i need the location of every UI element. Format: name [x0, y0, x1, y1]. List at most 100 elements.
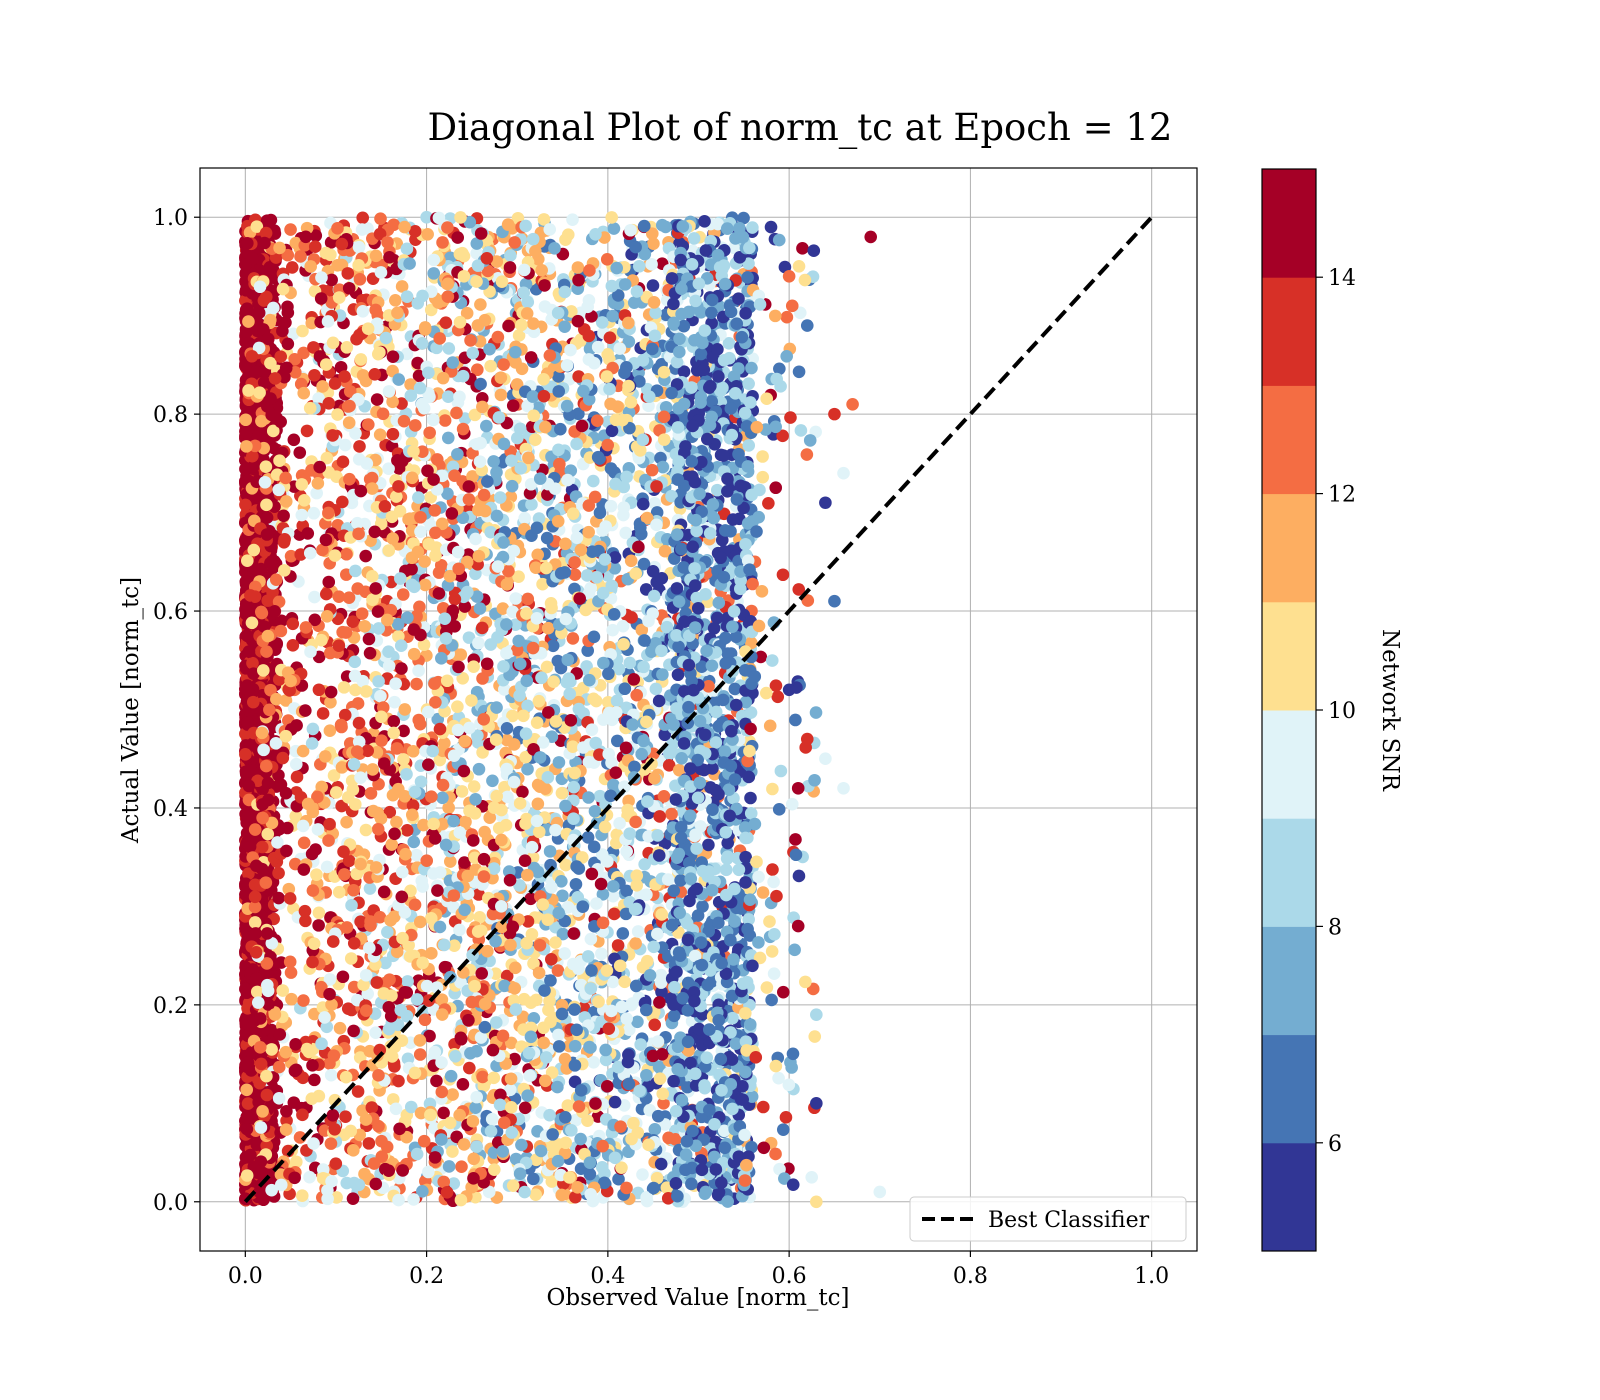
scatter-point	[425, 947, 438, 960]
scatter-point	[239, 462, 252, 476]
scatter-point	[438, 414, 452, 427]
scatter-point	[546, 639, 560, 653]
scatter-point	[471, 363, 484, 377]
scatter-point	[629, 937, 642, 950]
scatter-point	[385, 838, 399, 851]
scatter-point	[613, 342, 627, 355]
scatter-point	[248, 823, 262, 836]
scatter-point	[518, 511, 532, 525]
scatter-point	[261, 594, 275, 607]
scatter-point	[242, 645, 256, 658]
scatter-point	[498, 780, 511, 794]
scatter-point	[242, 384, 255, 397]
scatter-point	[442, 342, 456, 355]
scatter-point	[272, 891, 285, 905]
scatter-point	[382, 645, 395, 659]
scatter-point	[555, 786, 569, 800]
scatter-point	[240, 986, 254, 1000]
scatter-point	[339, 1110, 352, 1124]
scatter-point	[261, 776, 275, 790]
scatter-point	[478, 825, 491, 839]
scatter-point	[284, 223, 297, 236]
scatter-point	[524, 351, 538, 364]
scatter-point	[347, 1024, 360, 1038]
scatter-point	[241, 1111, 254, 1124]
scatter-point	[325, 998, 338, 1012]
scatter-point	[270, 692, 283, 706]
scatter-point	[398, 703, 412, 716]
scatter-point	[555, 1007, 569, 1021]
scatter-point	[436, 601, 450, 615]
scatter-point	[430, 1074, 443, 1088]
scatter-point	[657, 1097, 670, 1110]
scatter-point	[348, 655, 362, 669]
scatter-point	[427, 413, 440, 427]
scatter-point	[413, 1048, 427, 1061]
scatter-point	[261, 827, 275, 841]
scatter-point	[249, 972, 263, 985]
scatter-point	[512, 329, 526, 342]
scatter-point	[625, 611, 638, 624]
scatter-point	[521, 762, 534, 776]
scatter-point	[382, 659, 396, 673]
scatter-point	[548, 482, 562, 495]
scatter-point	[412, 491, 425, 504]
scatter-point	[274, 956, 288, 969]
scatter-point	[582, 525, 595, 539]
scatter-point	[651, 1035, 665, 1048]
scatter-point	[461, 869, 475, 883]
scatter-point	[406, 744, 420, 758]
scatter-point	[258, 475, 272, 489]
scatter-point	[306, 722, 320, 736]
scatter-point	[616, 927, 630, 940]
scatter-point	[242, 315, 255, 328]
scatter-point	[429, 549, 442, 562]
scatter-point	[353, 440, 366, 453]
scatter-point	[504, 249, 517, 262]
scatter-point	[387, 715, 401, 728]
scatter-point	[607, 907, 621, 921]
scatter-point	[651, 1109, 665, 1123]
scatter-point	[249, 365, 263, 379]
scatter-point	[516, 785, 529, 799]
scatter-point	[266, 301, 280, 315]
scatter-point	[427, 267, 441, 280]
scatter-point	[250, 1138, 264, 1152]
scatter-point	[336, 970, 350, 984]
scatter-point	[286, 617, 300, 631]
scatter-point	[410, 1147, 424, 1161]
scatter-point	[324, 1068, 338, 1082]
scatter-point	[451, 447, 464, 461]
scatter-point	[297, 836, 311, 850]
scatter-point	[532, 694, 546, 708]
scatter-point	[241, 716, 254, 729]
scatter-point	[543, 223, 557, 236]
scatter-point	[620, 1181, 633, 1195]
scatter-point	[574, 1132, 587, 1146]
scatter-point	[463, 1061, 476, 1075]
scatter-point	[618, 682, 632, 696]
scatter-point	[547, 675, 560, 688]
scatter-point	[472, 762, 486, 776]
scatter-point	[590, 414, 604, 428]
scatter-point	[308, 590, 321, 604]
scatter-point	[456, 422, 470, 436]
scatter-point	[242, 867, 255, 881]
scatter-point	[377, 885, 391, 899]
scatter-point	[428, 1151, 442, 1164]
scatter-point	[464, 1047, 477, 1060]
scatter-point	[558, 1111, 572, 1124]
scatter-point	[401, 975, 414, 988]
scatter-point	[501, 790, 514, 804]
scatter-point	[348, 669, 362, 683]
scatter-point	[239, 413, 253, 427]
scatter-point	[390, 815, 403, 829]
scatter-point	[257, 743, 270, 757]
scatter-point	[352, 240, 366, 254]
scatter-point	[442, 1160, 456, 1173]
scatter-point	[551, 964, 565, 977]
scatter-point	[456, 369, 470, 383]
scatter-point	[264, 556, 277, 570]
scatter-point	[620, 845, 633, 858]
scatter-point	[442, 801, 455, 815]
